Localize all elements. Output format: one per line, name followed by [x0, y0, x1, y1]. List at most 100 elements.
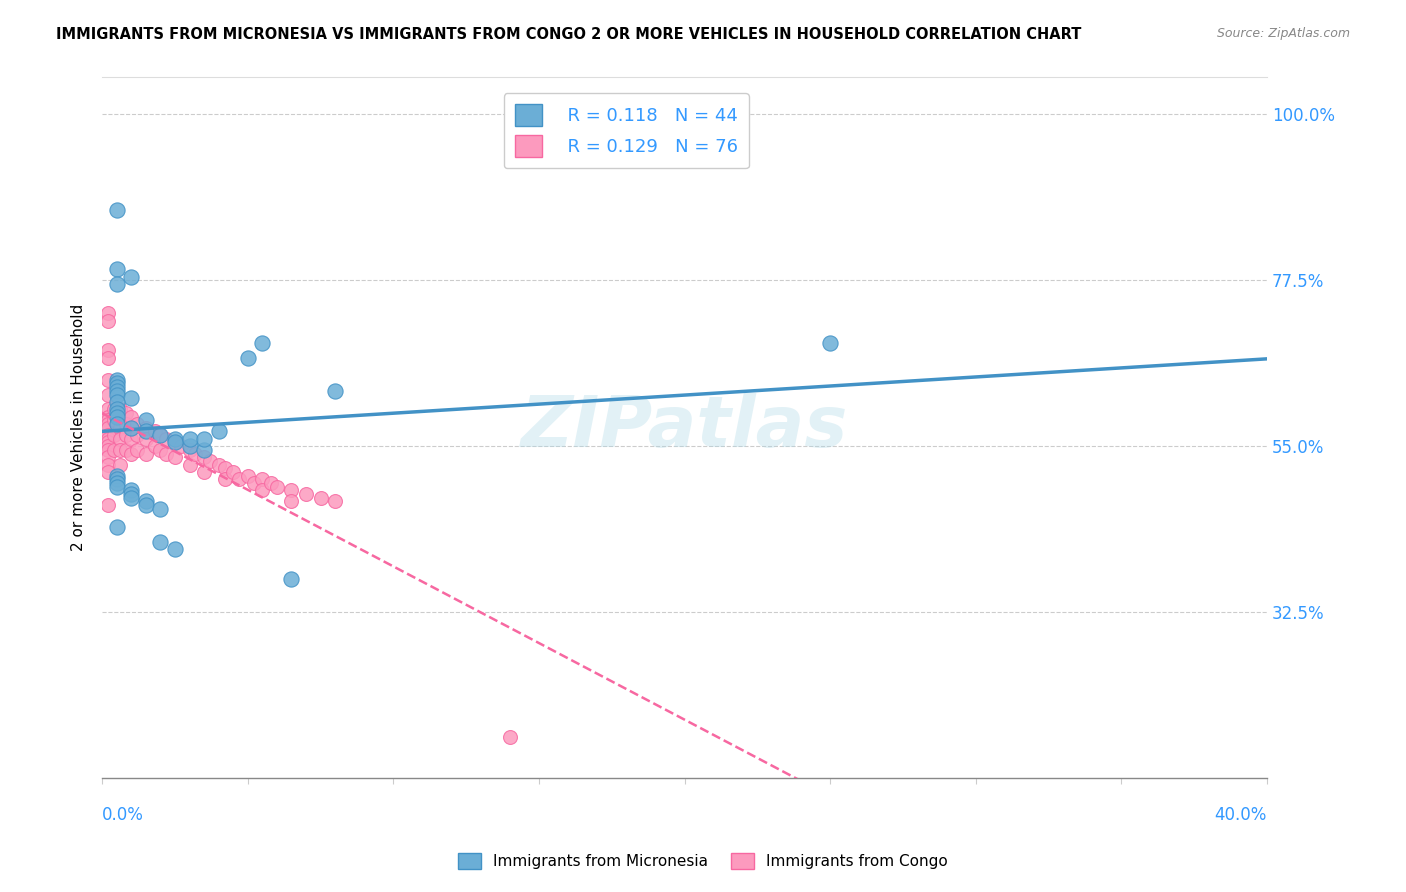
Point: [105, 417, 128, 431]
Point: [193, 432, 215, 446]
Point: [105, 380, 128, 394]
Point: [103, 402, 125, 417]
Point: [208, 458, 231, 472]
Point: [114, 442, 136, 457]
Point: [198, 454, 221, 468]
Point: [214, 472, 236, 486]
Point: [280, 572, 302, 586]
Point: [143, 425, 166, 439]
Point: [105, 203, 128, 218]
Point: [135, 432, 157, 446]
Point: [97, 439, 120, 453]
Point: [127, 428, 149, 442]
Point: [97, 306, 120, 320]
Point: [105, 376, 128, 391]
Point: [236, 468, 259, 483]
Point: [108, 421, 131, 435]
Point: [105, 277, 128, 291]
Point: [108, 432, 131, 446]
Point: [193, 450, 215, 465]
Point: [105, 520, 128, 534]
Point: [179, 439, 201, 453]
Point: [155, 446, 177, 460]
Point: [120, 269, 142, 284]
Point: [97, 402, 120, 417]
Point: [179, 458, 201, 472]
Text: Source: ZipAtlas.com: Source: ZipAtlas.com: [1216, 27, 1350, 40]
Point: [222, 465, 245, 479]
Point: [818, 335, 841, 350]
Point: [97, 409, 120, 424]
Point: [120, 421, 142, 435]
Point: [105, 384, 128, 398]
Point: [103, 413, 125, 427]
Point: [105, 476, 128, 491]
Point: [295, 487, 318, 501]
Point: [97, 458, 120, 472]
Point: [135, 494, 157, 508]
Point: [252, 335, 274, 350]
Point: [127, 442, 149, 457]
Point: [108, 402, 131, 417]
Point: [105, 468, 128, 483]
Point: [120, 421, 142, 435]
Point: [208, 425, 231, 439]
Point: [97, 428, 120, 442]
Text: 40.0%: 40.0%: [1215, 806, 1267, 824]
Point: [143, 439, 166, 453]
Point: [108, 442, 131, 457]
Point: [114, 417, 136, 431]
Point: [252, 483, 274, 498]
Point: [163, 435, 186, 450]
Legend: Immigrants from Micronesia, Immigrants from Congo: Immigrants from Micronesia, Immigrants f…: [451, 847, 955, 875]
Point: [309, 491, 332, 505]
Point: [135, 446, 157, 460]
Point: [236, 351, 259, 365]
Point: [97, 387, 120, 401]
Point: [163, 450, 186, 465]
Point: [252, 472, 274, 486]
Point: [105, 373, 128, 387]
Point: [114, 406, 136, 420]
Point: [179, 432, 201, 446]
Point: [120, 391, 142, 405]
Point: [260, 476, 283, 491]
Point: [170, 439, 193, 453]
Point: [97, 450, 120, 465]
Point: [120, 432, 142, 446]
Point: [163, 432, 186, 446]
Point: [97, 432, 120, 446]
Point: [120, 409, 142, 424]
Point: [135, 498, 157, 512]
Point: [266, 480, 288, 494]
Point: [184, 446, 207, 460]
Point: [214, 461, 236, 475]
Point: [103, 442, 125, 457]
Point: [135, 413, 157, 427]
Point: [135, 421, 157, 435]
Point: [105, 472, 128, 486]
Point: [323, 384, 346, 398]
Point: [228, 472, 250, 486]
Y-axis label: 2 or more Vehicles in Household: 2 or more Vehicles in Household: [72, 304, 86, 551]
Point: [97, 421, 120, 435]
Point: [97, 442, 120, 457]
Point: [155, 432, 177, 446]
Point: [97, 498, 120, 512]
Point: [108, 458, 131, 472]
Point: [193, 465, 215, 479]
Point: [149, 442, 172, 457]
Point: [105, 402, 128, 417]
Point: [105, 262, 128, 277]
Point: [103, 428, 125, 442]
Point: [499, 731, 522, 745]
Point: [105, 480, 128, 494]
Point: [163, 435, 186, 450]
Point: [97, 435, 120, 450]
Legend:   R = 0.118   N = 44,   R = 0.129   N = 76: R = 0.118 N = 44, R = 0.129 N = 76: [503, 94, 749, 169]
Point: [114, 428, 136, 442]
Point: [97, 417, 120, 431]
Point: [97, 413, 120, 427]
Point: [97, 373, 120, 387]
Point: [163, 542, 186, 557]
